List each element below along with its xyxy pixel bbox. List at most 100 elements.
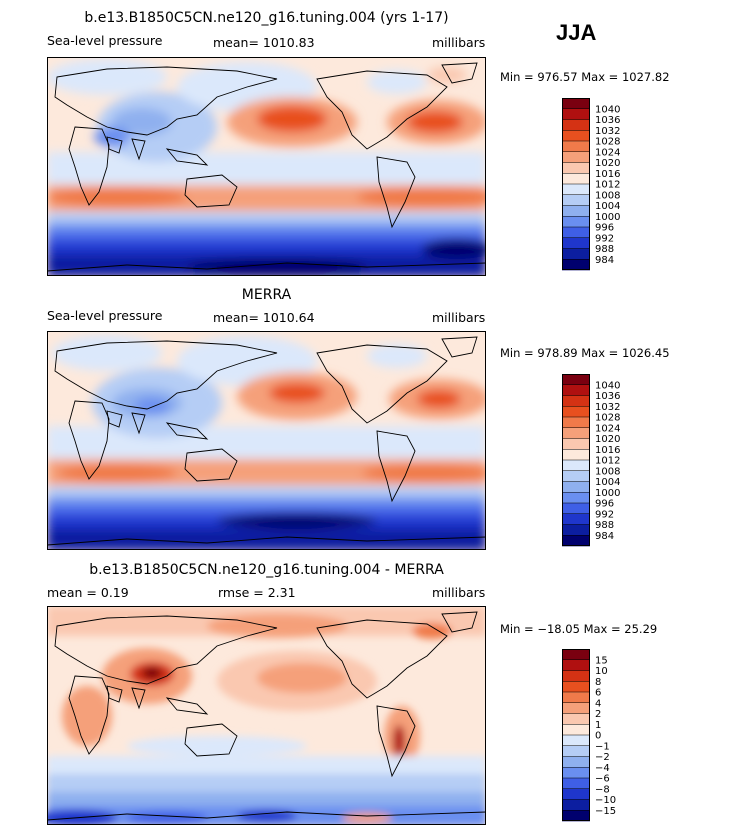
colorbar-box — [562, 194, 590, 206]
colorbar-tick-label: 1016 — [595, 169, 620, 180]
colorbar-box — [562, 492, 590, 504]
colorbar-box — [562, 374, 590, 386]
colorbar-box — [562, 659, 590, 671]
panel-2-map — [47, 331, 486, 550]
panel-2-units: millibars — [432, 310, 486, 325]
colorbar-box — [562, 406, 590, 418]
colorbar-box — [562, 248, 590, 260]
colorbar-tick-label: 1020 — [595, 434, 620, 445]
colorbar-box — [562, 799, 590, 811]
panel-3-units: millibars — [432, 585, 486, 600]
colorbar-tick-label: 0 — [595, 731, 601, 742]
colorbar-tick-label: 1004 — [595, 477, 620, 488]
colorbar-tick-label: 4 — [595, 698, 601, 709]
panel-3-colorbar: 15 10 8 6 4 2 1 0 −1 −2 −4 −6 −8 −10 −15 — [562, 649, 616, 822]
colorbar-tick-label: 1000 — [595, 488, 620, 499]
colorbar-box — [562, 503, 590, 515]
colorbar-tick-label: 996 — [595, 499, 614, 510]
colorbar-tick-label: 1028 — [595, 413, 620, 424]
colorbar-box — [562, 184, 590, 196]
colorbar-tick-label: 2 — [595, 709, 601, 720]
colorbar-tick-label: 1036 — [595, 391, 620, 402]
colorbar-box — [562, 692, 590, 704]
colorbar-tick-label: 988 — [595, 244, 614, 255]
colorbar-box — [562, 237, 590, 249]
colorbar-tick-label: 1008 — [595, 466, 620, 477]
colorbar-tick-label: 1024 — [595, 147, 620, 158]
panel-3-title: b.e13.B1850C5CN.ne120_g16.tuning.004 - M… — [89, 562, 444, 578]
colorbar-box — [562, 481, 590, 493]
colorbar-tick-label: 1008 — [595, 190, 620, 201]
colorbar-box — [562, 205, 590, 217]
colorbar-tick-label: 8 — [595, 677, 601, 688]
panel-2-mean: mean= 1010.64 — [213, 310, 315, 325]
colorbar-box — [562, 119, 590, 131]
panel-3-map — [47, 606, 486, 825]
colorbar-box — [562, 788, 590, 800]
colorbar-box — [562, 130, 590, 142]
colorbar-tick-label: 1016 — [595, 445, 620, 456]
colorbar-box — [562, 141, 590, 153]
colorbar-box — [562, 216, 590, 228]
colorbar-box — [562, 524, 590, 536]
colorbar-box — [562, 535, 590, 547]
colorbar-box — [562, 767, 590, 779]
panel-1-left-label: Sea-level pressure — [47, 33, 163, 48]
colorbar-box — [562, 810, 590, 822]
colorbar-box — [562, 470, 590, 482]
colorbar-tick-label: 10 — [595, 666, 608, 677]
colorbar-tick-label: 988 — [595, 520, 614, 531]
panel-3-minmax: Min = −18.05 Max = 25.29 — [500, 622, 658, 636]
colorbar-box — [562, 449, 590, 461]
colorbar-box — [562, 384, 590, 396]
colorbar-tick-label: 1024 — [595, 423, 620, 434]
colorbar-tick-label: 984 — [595, 255, 614, 266]
panel-1-units: millibars — [432, 35, 486, 50]
colorbar-tick-label: 992 — [595, 233, 614, 244]
colorbar-box — [562, 724, 590, 736]
colorbar-box — [562, 778, 590, 790]
panel-1-minmax: Min = 976.57 Max = 1027.82 — [500, 70, 670, 84]
colorbar-tick-label: −1 — [595, 741, 610, 752]
colorbar-box — [562, 649, 590, 661]
colorbar-box — [562, 417, 590, 429]
colorbar-tick-label: −4 — [595, 763, 610, 774]
colorbar-tick-label: 1040 — [595, 104, 620, 115]
colorbar-tick-label: −2 — [595, 752, 610, 763]
colorbar-tick-label: −6 — [595, 774, 610, 785]
colorbar-box — [562, 162, 590, 174]
colorbar-tick-label: 1040 — [595, 380, 620, 391]
colorbar-box — [562, 151, 590, 163]
colorbar-tick-label: 1032 — [595, 126, 620, 137]
panel-1-colorbar: 1040 1036 1032 1028 1024 1020 1016 1012 1008 1004… — [562, 98, 620, 271]
panel-2-left-label: Sea-level pressure — [47, 308, 163, 323]
colorbar-tick-label: −8 — [595, 784, 610, 795]
colorbar-box — [562, 427, 590, 439]
colorbar-box — [562, 513, 590, 525]
colorbar-box — [562, 460, 590, 472]
colorbar-tick-label: 996 — [595, 223, 614, 234]
colorbar-tick-label: −10 — [595, 795, 616, 806]
panel-1-title: b.e13.B1850C5CN.ne120_g16.tuning.004 (yr… — [84, 10, 449, 26]
colorbar-box — [562, 713, 590, 725]
panel-1-mean: mean= 1010.83 — [213, 35, 315, 50]
colorbar-box — [562, 395, 590, 407]
panel-3-rmse: rmse = 2.31 — [218, 585, 296, 600]
colorbar-box — [562, 702, 590, 714]
colorbar-box — [562, 173, 590, 185]
colorbar-tick-label: 1012 — [595, 180, 620, 191]
colorbar-tick-label: 1028 — [595, 137, 620, 148]
colorbar-tick-label: 1 — [595, 720, 601, 731]
panel-2-title: MERRA — [241, 287, 292, 303]
colorbar-tick-label: 1036 — [595, 115, 620, 126]
colorbar-box — [562, 735, 590, 747]
colorbar-box — [562, 745, 590, 757]
panel-2-colorbar: 1040 1036 1032 1028 1024 1020 1016 1012 1008 1004… — [562, 374, 620, 547]
colorbar-box — [562, 681, 590, 693]
colorbar-tick-label: 1032 — [595, 402, 620, 413]
season-label: JJA — [556, 20, 597, 45]
colorbar-tick-label: −15 — [595, 806, 616, 817]
colorbar-tick-label: 984 — [595, 531, 614, 542]
colorbar-box — [562, 227, 590, 239]
colorbar-box — [562, 98, 590, 110]
